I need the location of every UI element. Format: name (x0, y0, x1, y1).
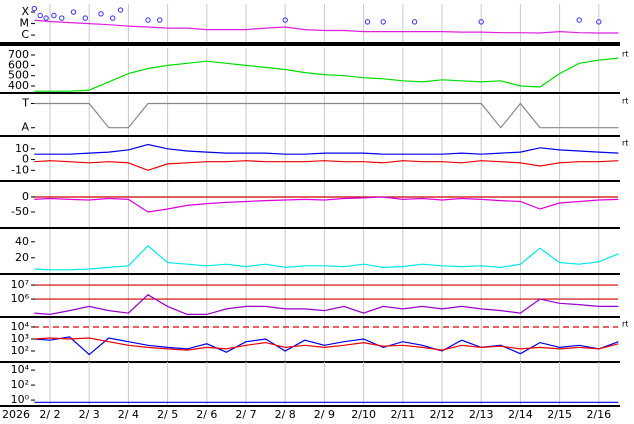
x-tick-label: 2/ 5 (157, 408, 178, 421)
x-tick-label: 2/12 (430, 408, 455, 421)
x-year-label: 2026 (2, 408, 30, 421)
x-tick-label: 2/14 (508, 408, 533, 421)
data-line (34, 160, 619, 171)
flare-marker (364, 19, 371, 25)
right-label: rt (622, 139, 628, 148)
y-tick-label: 400 (8, 79, 29, 92)
right-label: rt (622, 320, 628, 329)
x-tick-label: 2/ 7 (235, 408, 256, 421)
y-tick-label: 10³ (11, 332, 29, 345)
x-tick-label: 2/16 (586, 408, 611, 421)
flare-marker (98, 11, 104, 17)
y-tick-label: 10⁷ (11, 278, 29, 291)
x-tick-label: 2/ 8 (275, 408, 296, 421)
y-tick-label: -10 (11, 163, 29, 176)
y-tick-label: 0 (22, 190, 29, 203)
data-line (34, 196, 619, 213)
flare-marker (37, 12, 43, 19)
right-label: rt (622, 97, 628, 106)
flare-marker (282, 17, 288, 23)
y-tick-label: C (21, 28, 29, 41)
y-tick-label: A (21, 121, 29, 134)
data-line (34, 294, 619, 316)
flare-marker (51, 12, 57, 19)
x-tick-label: 2/ 4 (118, 408, 139, 421)
x-tick-label: 2/ 2 (39, 408, 60, 421)
y-tick-label: X (21, 5, 29, 18)
flare-marker (59, 15, 65, 21)
data-line (34, 337, 619, 351)
right-label: rt (622, 50, 628, 59)
x-tick-label: 2/11 (390, 408, 415, 421)
flare-marker (117, 7, 124, 13)
y-tick-label: 600 (8, 58, 29, 71)
data-line (34, 336, 619, 356)
y-tick-label: 10⁰ (11, 393, 30, 406)
flare-marker (478, 19, 484, 25)
flare-marker (31, 5, 38, 12)
y-tick-label: 40 (15, 235, 29, 248)
y-tick-label: 500 (8, 69, 29, 82)
y-tick-label: 10 (15, 142, 29, 155)
x-tick-label: 2/ 9 (314, 408, 335, 421)
flare-marker (157, 17, 163, 23)
y-tick-label: -50 (11, 205, 29, 218)
x-tick-label: 2/ 6 (196, 408, 217, 421)
data-line (34, 102, 619, 129)
flare-marker (576, 17, 582, 23)
data-line (34, 143, 619, 155)
flare-marker (82, 15, 88, 21)
y-tick-label: 10⁴ (11, 363, 30, 376)
x-tick-label: 2/15 (547, 408, 572, 421)
y-tick-label: 700 (8, 48, 29, 61)
flare-marker (110, 15, 116, 21)
flare-marker (145, 17, 151, 23)
x-tick-label: 2/10 (351, 408, 376, 421)
y-tick-label: M (20, 17, 30, 30)
data-line (34, 57, 619, 92)
flare-marker (411, 19, 418, 25)
flare-marker (596, 19, 602, 25)
data-line (34, 19, 619, 34)
x-tick-label: 2/ 3 (79, 408, 100, 421)
data-line (34, 244, 619, 271)
flare-marker (43, 15, 49, 21)
y-tick-label: 0 (22, 153, 29, 166)
x-tick-label: 2/13 (469, 408, 494, 421)
y-tick-label: 10² (11, 378, 29, 391)
flare-marker (70, 9, 77, 15)
y-tick-label: 10⁴ (11, 320, 30, 333)
flare-marker (380, 19, 386, 25)
y-tick-label: T (21, 96, 29, 109)
y-tick-label: 10² (11, 344, 29, 357)
y-tick-label: 20 (15, 251, 29, 264)
y-tick-label: 10⁶ (11, 292, 30, 305)
